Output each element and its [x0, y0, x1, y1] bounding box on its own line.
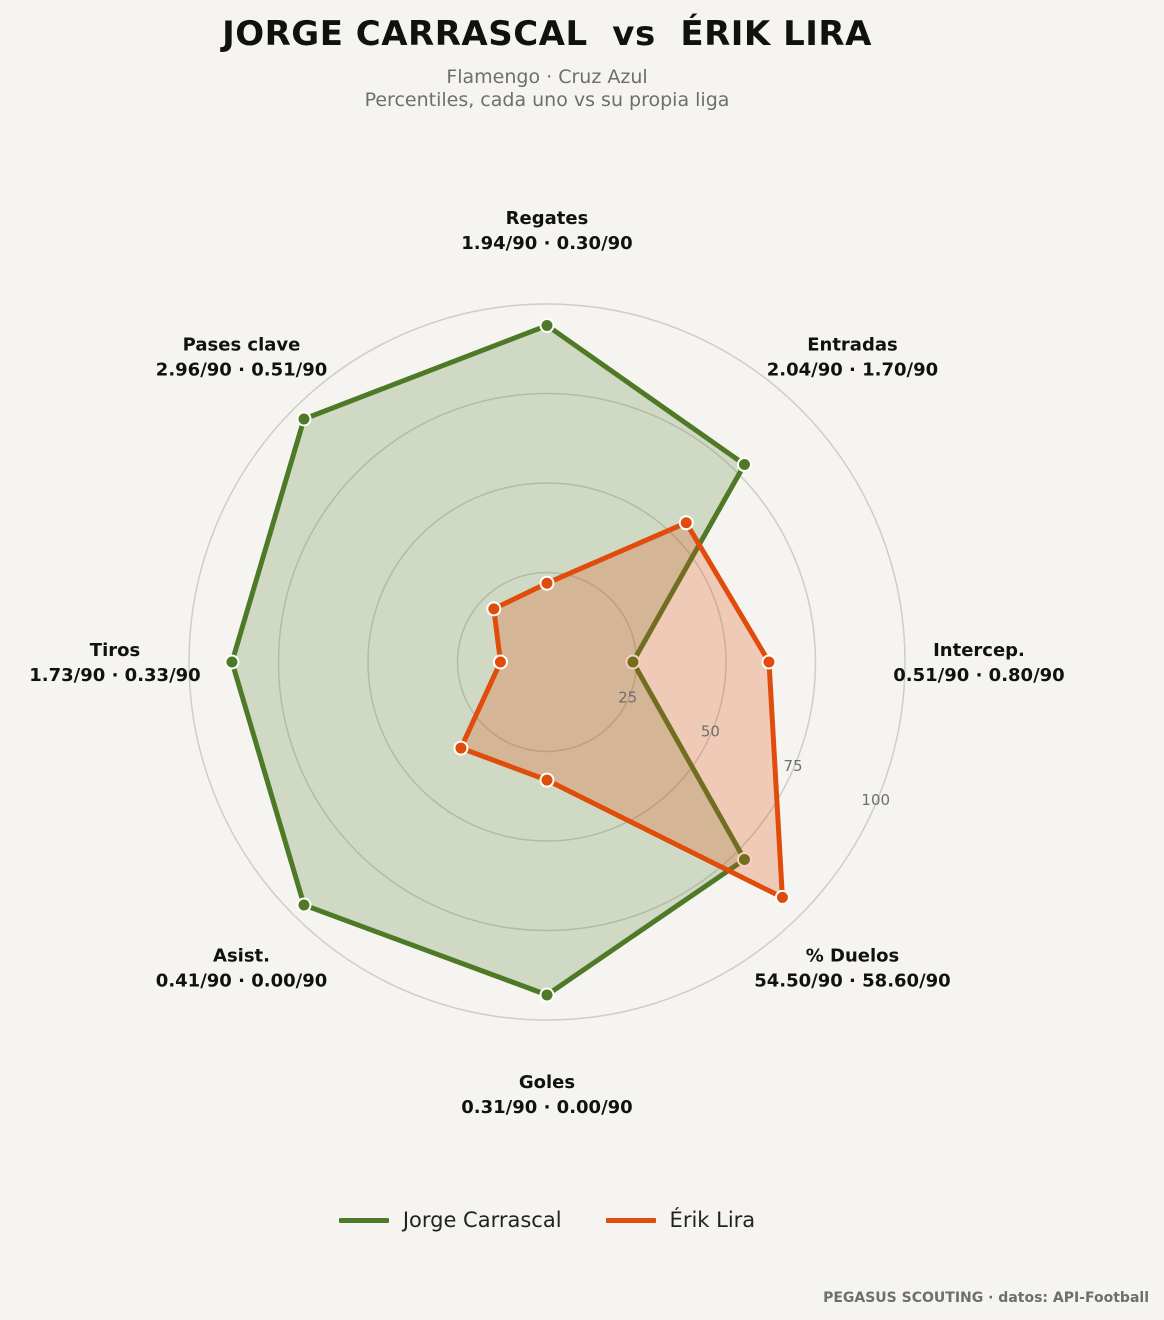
grid-circle-50 — [367, 482, 727, 842]
axis-label-name: % Duelos — [806, 945, 900, 966]
series-2-point-1 — [539, 575, 555, 591]
series-1-point-2 — [736, 457, 752, 473]
series-2-point-4 — [774, 889, 790, 905]
axis-label-values: 1.73/90 · 0.33/90 — [29, 665, 200, 686]
series-1-point-1 — [539, 317, 555, 333]
axis-label-name: Asist. — [213, 945, 270, 966]
series-1-point-8 — [296, 411, 312, 427]
series-1-point-5 — [539, 987, 555, 1003]
series-2 — [453, 515, 790, 905]
series-1-point-7 — [224, 654, 240, 670]
r-tick-label-50: 50 — [701, 723, 720, 741]
legend-item-series-1[interactable]: Jorge Carrascal — [338, 1208, 562, 1232]
legend-label-series-1: Jorge Carrascal — [402, 1208, 562, 1232]
legend-item-series-2[interactable]: Érik Lira — [605, 1208, 756, 1232]
axis-label-values: 2.96/90 · 0.51/90 — [156, 360, 327, 381]
axis-label-values: 0.31/90 · 0.00/90 — [461, 1097, 632, 1118]
axis-label-values: 0.51/90 · 0.80/90 — [893, 665, 1064, 686]
legend-swatch-series-2 — [605, 1217, 656, 1223]
series-1-point-4 — [736, 851, 752, 867]
axis-label-name: Regates — [506, 208, 589, 229]
series-2-point-2 — [678, 515, 694, 531]
grid-circle-75 — [277, 392, 817, 932]
radar-chart: 25 50 75 100 Regates 1.94/90 · 0.30/90 Entrada… — [29, 208, 1064, 1118]
axis-label-name: Pases clave — [183, 335, 301, 356]
chart-title: JORGE CARRASCAL vs ÉRIK LIRA — [222, 14, 872, 54]
series-1-point-3 — [625, 654, 641, 670]
series-2-point-8 — [486, 601, 502, 617]
footer-credit: PEGASUS SCOUTING · datos: API-Football — [823, 1290, 1149, 1306]
chart-legend: Jorge Carrascal Érik Lira — [0, 1208, 1094, 1232]
axis-label-values: 1.94/90 · 0.30/90 — [461, 233, 632, 254]
series-2-area — [460, 522, 783, 898]
radar-grid — [188, 303, 906, 1021]
axis-label-values: 2.04/90 · 1.70/90 — [767, 360, 938, 381]
series-1 — [224, 317, 752, 1003]
series-2-point-6 — [453, 740, 469, 756]
series-1-area — [232, 325, 745, 995]
chart-subtitle-teams: Flamengo · Cruz Azul — [446, 66, 648, 88]
r-tick-label-25: 25 — [618, 688, 637, 706]
legend-label-series-2: Érik Lira — [669, 1208, 756, 1232]
axis-label-values: 54.50/90 · 58.60/90 — [754, 970, 951, 991]
axis-label-name: Entradas — [807, 335, 897, 356]
r-tick-label-100: 100 — [861, 791, 890, 809]
r-tick-label-75: 75 — [784, 757, 803, 775]
series-2-point-7 — [492, 654, 508, 670]
series-2-point-3 — [761, 654, 777, 670]
series-2-point-5 — [539, 772, 555, 788]
chart-subtitle-description: Percentiles, cada uno vs su propia liga — [364, 89, 730, 111]
axis-label-name: Goles — [519, 1072, 575, 1093]
grid-circle-100 — [188, 303, 906, 1021]
axis-label-values: 0.41/90 · 0.00/90 — [156, 970, 327, 991]
axis-label-name: Tiros — [90, 640, 140, 661]
series-1-point-6 — [296, 897, 312, 913]
axis-label-name: Intercep. — [933, 640, 1025, 661]
legend-swatch-series-1 — [338, 1217, 389, 1223]
